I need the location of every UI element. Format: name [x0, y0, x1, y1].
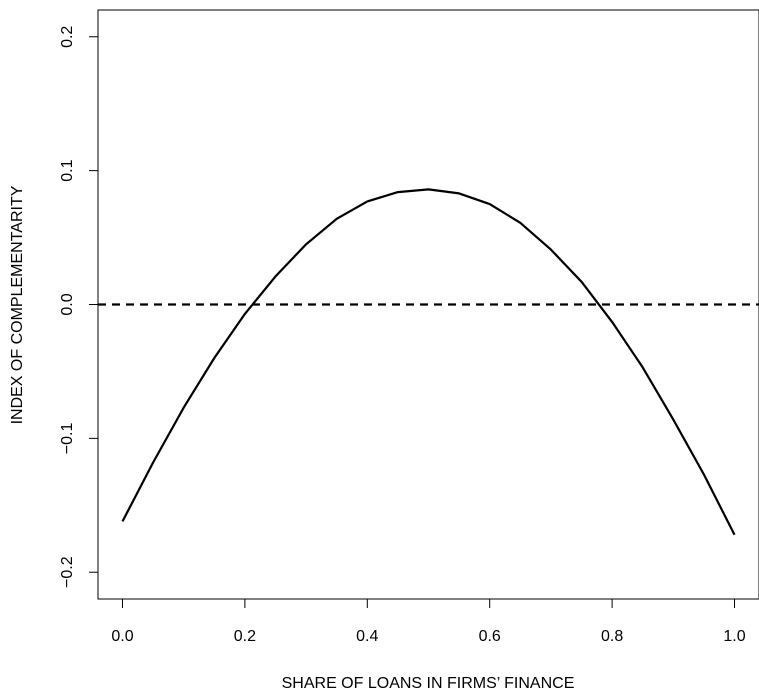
y-tick-label: 0.2: [59, 26, 76, 48]
x-tick-label: 0.0: [111, 628, 133, 645]
complementarity-curve: [121, 188, 736, 536]
x-tick-label: 1.0: [723, 628, 745, 645]
x-tick-label: 0.4: [356, 628, 378, 645]
y-tick-label: −0.1: [59, 423, 76, 455]
y-tick-label: 0.1: [59, 159, 76, 181]
x-tick-label: 0.6: [479, 628, 501, 645]
y-tick-label: −0.2: [59, 556, 76, 588]
y-axis-title: INDEX OF COMPLEMENTARITY: [9, 185, 26, 424]
x-axis: 0.0 0.2 0.4 0.6 0.8 1.0: [111, 598, 746, 645]
y-axis: −0.2 −0.1 0.0 0.1 0.2: [59, 26, 99, 588]
x-tick-label: 0.2: [234, 628, 256, 645]
x-axis-title: SHARE OF LOANS IN FIRMS’ FINANCE: [282, 675, 575, 692]
x-tick-label: 0.8: [601, 628, 623, 645]
series-layer: [98, 188, 759, 536]
y-tick-label: 0.0: [59, 293, 76, 315]
